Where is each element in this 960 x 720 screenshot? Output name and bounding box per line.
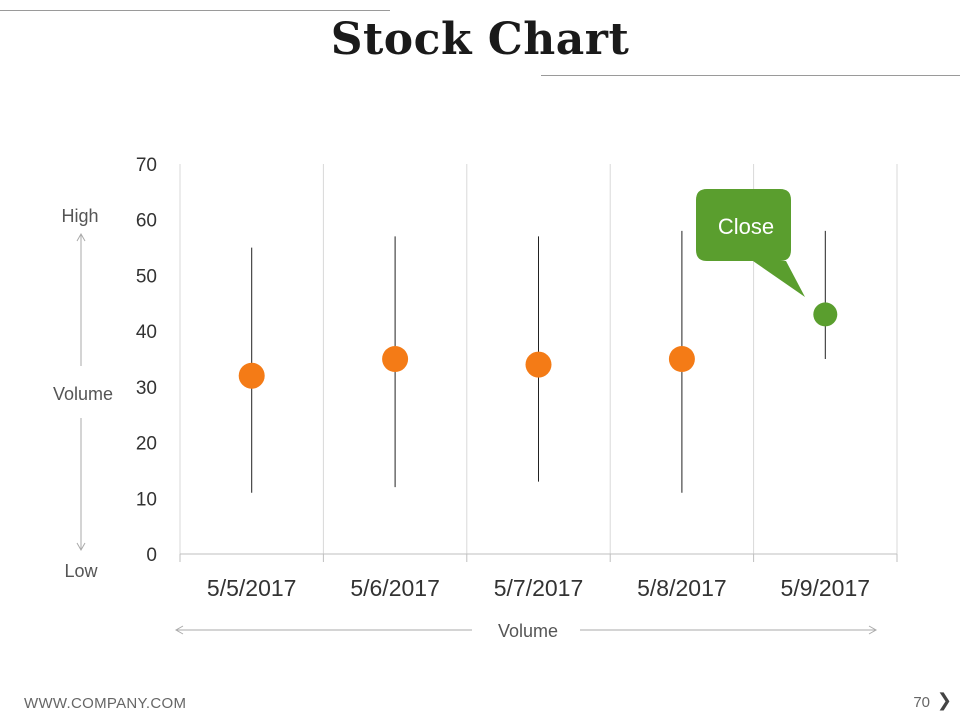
callout-bubble bbox=[696, 189, 805, 297]
y-tick-label: 70 bbox=[136, 155, 157, 176]
bottom-volume-label: Volume bbox=[498, 621, 558, 641]
x-tick-label: 5/6/2017 bbox=[350, 575, 440, 601]
y-tick-label: 40 bbox=[136, 322, 157, 343]
close-point bbox=[382, 346, 409, 372]
close-point bbox=[238, 362, 265, 389]
y-tick-label: 30 bbox=[136, 378, 157, 399]
y-tick-label: 20 bbox=[136, 434, 157, 455]
x-tick-label: 5/9/2017 bbox=[781, 575, 871, 601]
footer-url: WWW.COMPANY.COM bbox=[24, 695, 187, 712]
page-number: 70 bbox=[913, 694, 930, 711]
y-tick-label: 10 bbox=[136, 489, 157, 510]
down-arrow-head bbox=[76, 542, 86, 552]
top-left-rule bbox=[0, 10, 390, 11]
y-tick-label: 60 bbox=[136, 211, 157, 232]
close-point bbox=[668, 346, 695, 372]
x-tick-label: 5/7/2017 bbox=[494, 575, 584, 601]
y-tick-layer: 0 10 20 30 40 50 60 70 bbox=[136, 155, 157, 566]
right-arrow-head bbox=[868, 625, 878, 635]
up-arrow-head bbox=[76, 232, 86, 242]
close-point bbox=[525, 351, 552, 378]
left-volume-label: Volume bbox=[53, 384, 113, 404]
slide-title: Stock Chart bbox=[330, 14, 630, 65]
x-tick-label: 5/8/2017 bbox=[637, 575, 727, 601]
y-tick-label: 50 bbox=[136, 266, 157, 287]
y-tick-label: 0 bbox=[146, 545, 157, 566]
left-arrow-head bbox=[174, 625, 184, 635]
grid-layer bbox=[179, 164, 898, 562]
close-point-layer bbox=[238, 302, 838, 389]
callout-text: Close bbox=[718, 214, 774, 239]
next-arrow-icon[interactable]: ❯ bbox=[936, 690, 952, 710]
close-point bbox=[813, 302, 838, 327]
high-label: High bbox=[61, 206, 98, 226]
low-label: Low bbox=[64, 561, 98, 581]
x-tick-label: 5/5/2017 bbox=[207, 575, 297, 601]
top-right-rule bbox=[541, 75, 960, 76]
x-tick-layer: 5/5/2017 5/6/2017 5/7/2017 5/8/2017 5/9/2017 bbox=[207, 575, 870, 601]
close-callout: Close bbox=[696, 189, 805, 297]
